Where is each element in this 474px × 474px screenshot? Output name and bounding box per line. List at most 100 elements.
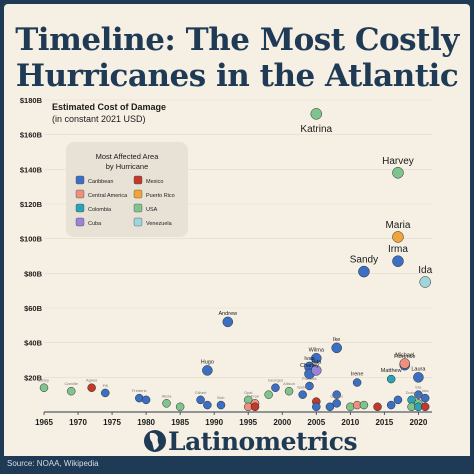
hurricane-point	[271, 383, 280, 392]
hurricane-point	[298, 390, 307, 399]
hurricane-label: Ike	[333, 337, 340, 343]
hurricane-point	[141, 395, 151, 405]
legend-title-line-2: by Hurricane	[106, 162, 149, 171]
y-grid	[44, 99, 432, 378]
footer-bar	[0, 456, 474, 474]
legend: Most Affected Area by Hurricane Caribbea…	[66, 142, 188, 237]
hurricane-point	[373, 402, 382, 412]
hurricane-label: Isabel	[297, 385, 308, 390]
hurricane-label: Maria	[385, 220, 410, 231]
hurricane-point	[250, 402, 260, 412]
legend-swatch	[75, 189, 85, 199]
x-tick-label: 2020	[409, 418, 427, 427]
hurricane-label: Georges	[268, 378, 283, 383]
data-labels: Katrina Harvey Maria Sandy Irma Ida Andrew Ike I…	[39, 124, 433, 400]
y-tick-label: $80B	[24, 269, 43, 278]
brand-name: Latinometrics	[168, 427, 358, 456]
x-tick-label: 1990	[205, 418, 223, 427]
hurricane-point	[310, 108, 323, 120]
hurricane-label: Michael	[395, 352, 414, 358]
legend-label: USA	[146, 207, 158, 213]
hurricane-point	[196, 395, 205, 405]
hurricane-label: Opal	[244, 390, 253, 395]
hurricane-label: Florence	[394, 354, 415, 360]
hurricane-point	[312, 402, 321, 412]
y-tick-label: $180B	[20, 96, 43, 105]
hurricane-point	[39, 383, 49, 392]
y-tick-label: $100B	[20, 235, 43, 244]
hurricane-label: Frances	[302, 376, 316, 381]
hurricane-point	[311, 365, 322, 376]
hurricane-label: Charley	[300, 363, 319, 369]
chart-title-line-1: Timeline: The Most Costly	[15, 22, 459, 58]
hurricane-point	[420, 402, 430, 412]
hurricane-label: Agnes	[86, 378, 97, 383]
x-tick-label: 2000	[273, 418, 291, 427]
legend-label: Central America	[88, 193, 128, 199]
legend-label: Cuba	[88, 221, 102, 227]
y-tick-label: $140B	[20, 165, 43, 174]
hurricane-label: Alicia	[162, 393, 172, 398]
hurricane-label: Fifi	[103, 383, 108, 388]
hurricane-point	[399, 358, 411, 369]
legend-label: Caribbean	[88, 179, 113, 185]
hurricane-label: Dorian	[406, 390, 418, 395]
y-axis-title: Estimated Cost of Damage	[52, 102, 166, 112]
hurricane-label: Camille	[65, 381, 79, 386]
hurricane-point	[162, 399, 171, 408]
legend-title-line-1: Most Affected Area	[96, 152, 160, 161]
legend-label: Venezuela	[146, 221, 173, 227]
hurricane-point	[386, 400, 396, 410]
hurricane-point	[413, 372, 424, 383]
hurricane-label: Allison	[283, 381, 295, 386]
y-tick-label: $40B	[24, 339, 43, 348]
hurricane-point	[420, 393, 430, 403]
hurricane-label: Irma	[388, 244, 408, 255]
hurricane-point	[216, 400, 226, 410]
hurricane-point	[331, 342, 342, 354]
hurricane-point	[311, 353, 322, 364]
y-tick-label: $60B	[24, 304, 43, 313]
y-axis-subtitle: (in constant 2021 USD)	[52, 114, 146, 124]
hurricane-label: Matthew	[381, 368, 402, 374]
hurricane-point	[392, 167, 404, 179]
legend-swatch	[133, 203, 143, 213]
hurricane-label: Eta	[415, 385, 422, 390]
hurricane-point	[175, 402, 185, 412]
hurricane-point	[392, 231, 404, 243]
hurricane-label: Irene	[351, 372, 364, 378]
hurricane-point	[358, 265, 370, 278]
legend-items: Caribbean Mexico Central America Puerto Ric…	[75, 175, 175, 227]
hurricane-point	[305, 381, 314, 391]
hurricane-point	[222, 316, 234, 328]
legend-label: Puerto Rico	[146, 193, 175, 199]
hurricane-point	[392, 255, 404, 267]
x-tick-label: 1985	[171, 418, 189, 427]
hurricane-label: Gustav	[330, 393, 343, 398]
hurricane-point	[284, 386, 294, 396]
data-points	[39, 108, 431, 412]
hurricane-label: Betsy	[39, 378, 49, 383]
hurricane-label: Laura	[411, 366, 426, 372]
x-tick-label: 1970	[69, 418, 87, 427]
hurricane-point	[202, 365, 213, 376]
x-tick-label: 1995	[239, 418, 257, 427]
hurricane-point	[359, 400, 369, 410]
legend-label: Mexico	[146, 179, 163, 185]
hurricane-point	[87, 383, 96, 392]
latinometrics-logo-icon	[144, 430, 166, 452]
hurricane-label: Wilma	[309, 347, 325, 353]
y-tick-label: $120B	[20, 200, 43, 209]
hurricane-label: Fran	[251, 393, 259, 398]
hurricane-label: Harvey	[382, 156, 414, 167]
hurricane-label: Rita	[311, 359, 322, 365]
x-tick-label: 1965	[35, 418, 53, 427]
hurricane-label: Sally	[414, 393, 423, 398]
hurricane-label: Ida	[418, 265, 432, 276]
hurricane-point	[352, 378, 362, 387]
hurricane-point	[66, 386, 76, 396]
hurricane-label: Andrew	[218, 311, 237, 317]
hurricane-point	[414, 390, 423, 399]
x-tick-label: 1980	[137, 418, 155, 427]
